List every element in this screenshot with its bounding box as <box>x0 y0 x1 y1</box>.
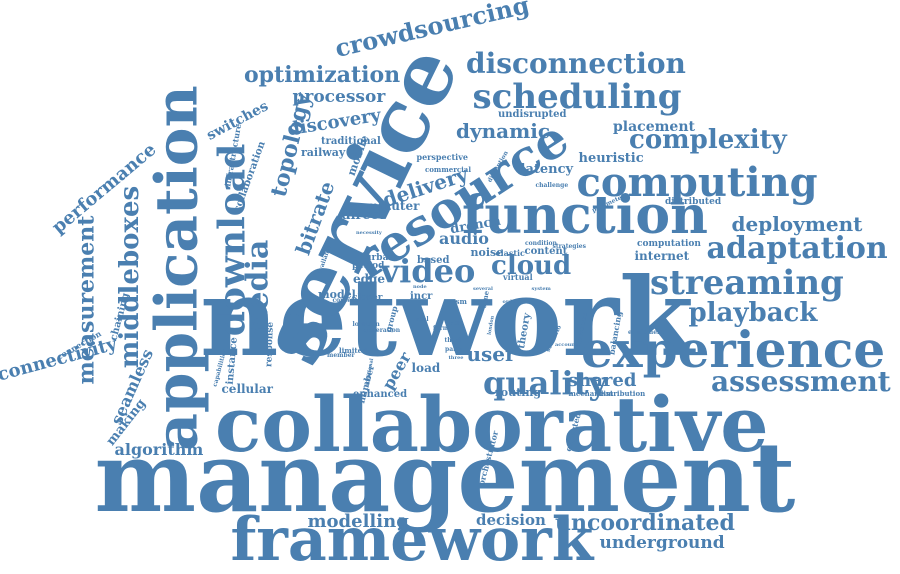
word-quality: quality <box>483 364 608 402</box>
word-elastic: elastic <box>495 248 525 258</box>
word-based: based <box>417 255 450 266</box>
word-incr: incr <box>410 291 433 302</box>
word-network: network <box>200 255 694 381</box>
word-commercial: commercial <box>425 164 472 174</box>
word-computation: computation <box>637 238 701 249</box>
word-several: several <box>473 285 493 292</box>
word-perspective: perspective <box>416 152 468 162</box>
word-limited: limited <box>339 345 367 355</box>
word-virtual: virtual <box>503 272 533 282</box>
word-edge: edge <box>353 272 386 286</box>
word-mechanism: mechanism <box>568 388 614 398</box>
word-party: party <box>445 346 463 353</box>
word-three: three <box>448 354 464 361</box>
word-context: context <box>332 297 358 304</box>
word-disconnection: disconnection <box>466 47 686 80</box>
word-railway: railway <box>301 145 346 159</box>
word-optimization: optimization <box>244 62 401 88</box>
word-cloud: cloud <box>491 251 572 281</box>
word-undisrupted: undisrupted <box>498 109 567 120</box>
word-shared: shared <box>568 370 637 391</box>
word-form: form <box>433 325 450 332</box>
word-video: video <box>380 252 476 290</box>
word-latency: latency <box>520 161 574 177</box>
word-distributed: distributed <box>665 196 722 207</box>
word-necessity: necessity <box>356 229 382 236</box>
word-algorithm: algorithm <box>114 440 204 459</box>
word-application: application <box>142 85 211 451</box>
word-real: real <box>415 316 429 323</box>
word-topology: topology <box>265 90 317 200</box>
word-scheduling: scheduling <box>472 77 682 117</box>
word-cellular: cellular <box>221 382 273 396</box>
word-noise: noise <box>470 245 504 259</box>
word-collaborative: collaborative <box>215 380 769 469</box>
word-commuter: commuter <box>350 199 420 213</box>
word-playback: playback <box>688 298 818 328</box>
word-deployment: deployment <box>731 212 863 236</box>
word-account: account <box>555 341 578 348</box>
word-challenge: challenge <box>535 182 569 189</box>
word-response: response <box>263 321 276 367</box>
word-node: node <box>413 283 427 290</box>
word-uncoordinated: uncoordinated <box>555 510 735 536</box>
word-member: member <box>327 352 355 359</box>
word-internet: internet <box>634 249 690 263</box>
word-equipment: equipment <box>628 329 665 336</box>
word-distribution: distribution <box>598 388 646 398</box>
word-strategies: strategies <box>552 243 586 250</box>
word-underground: underground <box>599 532 725 553</box>
word-time: time <box>478 289 491 309</box>
word-modelling: modelling <box>307 511 409 532</box>
word-user: user <box>466 342 516 366</box>
word-middleboxes: middleboxes <box>115 185 146 369</box>
word-closer: closer <box>352 292 383 303</box>
word-location: location <box>352 321 380 328</box>
word-enhanced: enhanced <box>353 389 408 400</box>
word-routing: routing <box>495 385 542 399</box>
word-complexity: complexity <box>629 125 787 155</box>
word-assessment: assessment <box>711 365 891 398</box>
word-model: model <box>318 287 356 301</box>
word-adaptation: adaptation <box>706 231 888 266</box>
word-streaming: streaming <box>650 263 844 303</box>
word-management: management <box>94 421 796 534</box>
word-content: content <box>524 246 568 257</box>
word-function: function <box>462 185 708 246</box>
word-decision: decision <box>476 510 546 529</box>
word-dynamic: dynamic <box>456 119 551 143</box>
word-heuristic: heuristic <box>578 150 644 166</box>
word-urban: urban <box>365 252 395 263</box>
word-traditional: traditional <box>321 136 381 147</box>
word-increase: increase <box>573 350 597 357</box>
word-condition: condition <box>525 240 557 247</box>
word-data: data <box>445 320 461 327</box>
word-audio: audio <box>439 229 489 248</box>
word-experience: experience <box>581 320 886 379</box>
word-order: order <box>502 298 518 305</box>
word-sm: sm <box>455 296 467 306</box>
word-system: system <box>531 285 551 292</box>
word-third: third <box>444 337 462 344</box>
word-direct: direct <box>341 207 385 223</box>
word-processor: processor <box>292 86 386 107</box>
word-computing: computing <box>576 159 818 206</box>
word-period: period <box>352 260 385 271</box>
word-framework: framework <box>230 505 594 574</box>
word-placement: placement <box>613 119 695 135</box>
word-load: load <box>411 361 441 375</box>
word-generation: generation <box>363 327 401 334</box>
